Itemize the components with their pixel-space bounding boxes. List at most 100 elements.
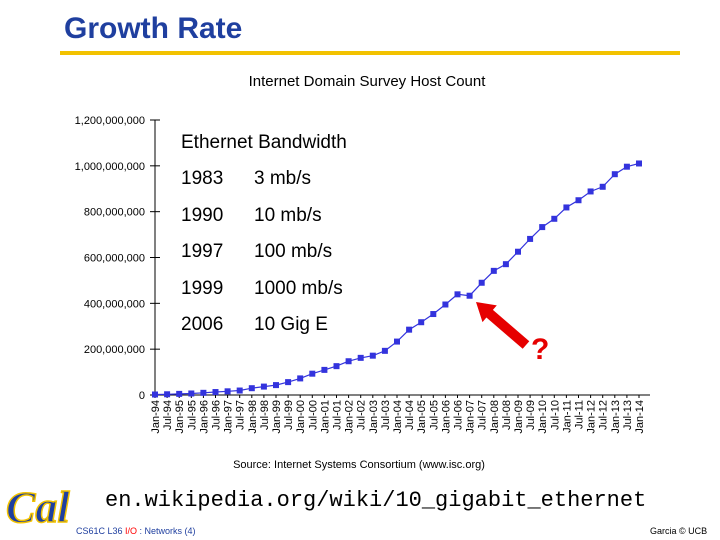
x-tick-label: Jul-97 bbox=[235, 400, 247, 430]
data-point bbox=[539, 224, 546, 231]
data-point bbox=[273, 382, 279, 389]
x-tick-label: Jan-99 bbox=[271, 400, 283, 434]
x-tick-label: Jul-09 bbox=[525, 400, 537, 430]
chart-title: Internet Domain Survey Host Count bbox=[249, 73, 487, 90]
course-prefix: CS61C L36 bbox=[76, 526, 126, 536]
x-tick-label: Jan-94 bbox=[150, 400, 162, 434]
data-point bbox=[297, 375, 304, 382]
data-point bbox=[527, 235, 534, 242]
slide-title: Growth Rate bbox=[64, 12, 243, 45]
data-point bbox=[357, 354, 364, 361]
table-speed: 1000 mb/s bbox=[254, 277, 343, 299]
host-count-chart: Internet Domain Survey Host Count 0 200,0… bbox=[75, 73, 650, 471]
data-point bbox=[563, 204, 570, 211]
data-point bbox=[442, 301, 449, 308]
x-tick-label: Jan-06 bbox=[440, 400, 452, 434]
data-point bbox=[381, 347, 388, 354]
x-tick-label: Jul-05 bbox=[428, 400, 440, 430]
data-point bbox=[454, 291, 461, 298]
x-tick-label: Jan-02 bbox=[344, 400, 356, 434]
data-point bbox=[515, 248, 521, 255]
data-point bbox=[394, 338, 400, 345]
credit-footer: Garcia © UCB bbox=[650, 526, 708, 536]
table-year: 1997 bbox=[181, 241, 224, 262]
data-point bbox=[551, 215, 558, 222]
data-point bbox=[152, 391, 158, 398]
x-tick-label: Jul-11 bbox=[574, 400, 586, 429]
x-tick-label: Jan-13 bbox=[610, 400, 622, 434]
data-point bbox=[575, 197, 582, 204]
series-line bbox=[154, 162, 640, 396]
table-year: 1983 bbox=[181, 168, 224, 189]
title-rule bbox=[60, 51, 680, 55]
x-tick-label: Jan-03 bbox=[368, 400, 380, 434]
table-speed: 10 Gig E bbox=[254, 314, 328, 335]
data-point bbox=[623, 163, 630, 170]
y-axis-ticks: 0 200,000,000 400,000,000 600,000,000 800,00… bbox=[75, 115, 160, 402]
data-point bbox=[478, 279, 485, 286]
data-point bbox=[611, 171, 618, 178]
x-tick-label: Jan-11 bbox=[561, 400, 573, 433]
course-suffix: : Networks (4) bbox=[137, 526, 196, 536]
y-tick-label: 200,000,000 bbox=[84, 344, 145, 356]
x-tick-label: Jul-96 bbox=[211, 400, 223, 430]
x-tick-label: Jan-12 bbox=[586, 400, 598, 434]
data-point bbox=[260, 383, 267, 390]
data-point bbox=[212, 389, 219, 396]
x-tick-label: Jul-12 bbox=[598, 400, 610, 430]
course-io: I/O bbox=[125, 526, 138, 536]
table-speed: 3 mb/s bbox=[254, 168, 312, 189]
x-tick-label: Jul-07 bbox=[477, 400, 489, 430]
arrow-shape bbox=[476, 302, 530, 349]
cal-logo: Cal bbox=[5, 482, 71, 533]
data-point bbox=[309, 370, 316, 377]
x-tick-label: Jul-99 bbox=[283, 400, 295, 430]
x-tick-label: Jan-07 bbox=[465, 400, 477, 434]
x-tick-label: Jan-14 bbox=[634, 400, 646, 434]
ethernet-table-title: Ethernet Bandwidth bbox=[181, 132, 347, 153]
data-point bbox=[430, 311, 437, 318]
data-point bbox=[248, 385, 255, 392]
data-point bbox=[285, 379, 292, 386]
table-year: 1990 bbox=[181, 204, 224, 226]
x-tick-label: Jan-98 bbox=[247, 400, 259, 434]
x-tick-label: Jul-10 bbox=[549, 400, 561, 430]
y-tick-label: 800,000,000 bbox=[84, 207, 145, 219]
data-point bbox=[587, 188, 594, 195]
red-arrow-icon bbox=[476, 302, 530, 349]
data-point bbox=[418, 319, 425, 326]
y-tick-label: 600,000,000 bbox=[84, 253, 145, 265]
series-host-count bbox=[152, 160, 642, 398]
question-mark: ? bbox=[531, 333, 550, 366]
svg-text:Cal: Cal bbox=[6, 483, 70, 532]
x-tick-label: Jan-04 bbox=[392, 400, 404, 434]
data-point bbox=[164, 391, 171, 398]
x-tick-label: Jan-96 bbox=[198, 400, 210, 434]
x-tick-label: Jul-02 bbox=[356, 400, 368, 430]
x-tick-label: Jan-97 bbox=[223, 400, 235, 434]
table-speed: 10 mb/s bbox=[254, 204, 322, 226]
y-tick-label: 1,200,000,000 bbox=[75, 115, 145, 127]
x-axis-ticks: Jan-94 Jul-94 Jan-95 Jul-95 Jan-96 Jul-96 Jan-… bbox=[150, 395, 646, 434]
data-point bbox=[406, 326, 413, 333]
x-tick-label: Jan-08 bbox=[489, 400, 501, 434]
y-tick-label: 0 bbox=[139, 390, 145, 402]
x-tick-label: Jul-94 bbox=[162, 400, 174, 430]
x-tick-label: Jul-03 bbox=[380, 400, 392, 430]
wikipedia-url: en.wikipedia.org/wiki/10_gigabit_etherne… bbox=[105, 488, 647, 513]
x-tick-label: Jul-13 bbox=[622, 400, 634, 430]
table-speed: 100 mb/s bbox=[254, 241, 333, 262]
chart-source: Source: Internet Systems Consortium (www… bbox=[233, 459, 485, 471]
data-point bbox=[599, 183, 606, 190]
chart-axes bbox=[154, 120, 650, 396]
data-point bbox=[176, 390, 183, 397]
table-year: 2006 bbox=[181, 314, 224, 335]
data-point bbox=[321, 366, 328, 373]
data-point bbox=[200, 389, 207, 396]
x-tick-label: Jul-95 bbox=[186, 400, 198, 430]
data-point bbox=[466, 292, 473, 299]
x-tick-label: Jul-98 bbox=[259, 400, 271, 430]
x-tick-label: Jul-04 bbox=[404, 400, 416, 430]
data-point bbox=[333, 363, 340, 370]
table-year: 1999 bbox=[181, 277, 224, 299]
